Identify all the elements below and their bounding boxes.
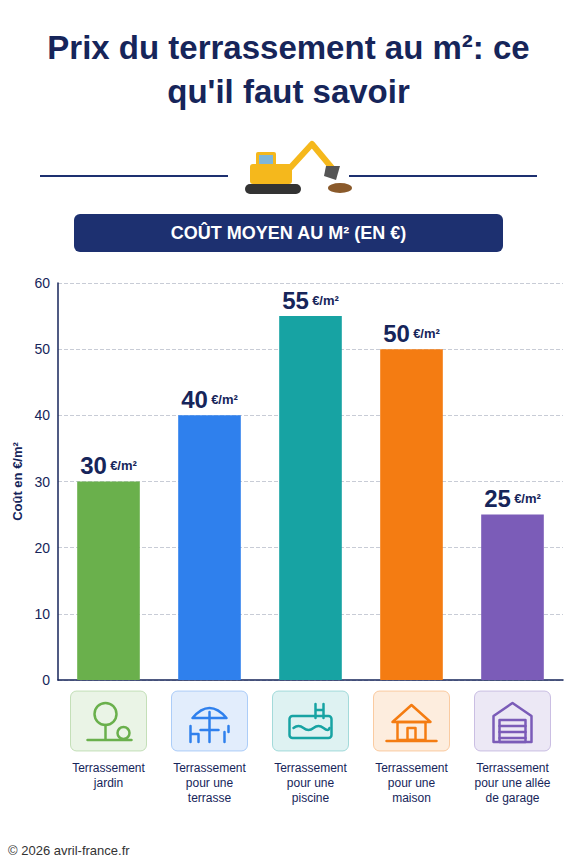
svg-text:€/m²: €/m² xyxy=(312,293,339,308)
svg-text:€/m²: €/m² xyxy=(110,458,137,473)
svg-text:€/m²: €/m² xyxy=(514,491,541,506)
svg-text:piscine: piscine xyxy=(292,791,330,805)
svg-text:40: 40 xyxy=(181,386,208,413)
svg-text:55: 55 xyxy=(282,287,309,314)
svg-text:Terrassement: Terrassement xyxy=(173,761,246,775)
svg-text:Coût en €/m²: Coût en €/m² xyxy=(10,441,25,520)
svg-text:maison: maison xyxy=(392,791,431,805)
svg-text:0: 0 xyxy=(42,672,50,688)
svg-text:20: 20 xyxy=(34,540,50,556)
svg-text:25: 25 xyxy=(484,485,511,512)
svg-text:Terrassement: Terrassement xyxy=(72,761,145,775)
svg-text:de garage: de garage xyxy=(485,791,539,805)
svg-text:Terrassement: Terrassement xyxy=(274,761,347,775)
svg-text:pour une: pour une xyxy=(287,776,335,790)
svg-text:60: 60 xyxy=(34,275,50,291)
svg-text:30: 30 xyxy=(80,452,107,479)
svg-text:40: 40 xyxy=(34,407,50,423)
svg-text:Terrassement: Terrassement xyxy=(476,761,549,775)
html-text:COÛT MOYEN AU M² (EN €): COÛT MOYEN AU M² (EN €) xyxy=(170,223,407,243)
html-text:© 2026 avril-france.fr: © 2026 avril-france.fr xyxy=(8,843,130,858)
svg-text:pour une allée: pour une allée xyxy=(474,776,550,790)
svg-text:pour une: pour une xyxy=(186,776,234,790)
svg-text:€/m²: €/m² xyxy=(211,392,238,407)
svg-text:jardin: jardin xyxy=(93,776,123,790)
svg-text:terrasse: terrasse xyxy=(188,791,232,805)
svg-text:30: 30 xyxy=(34,474,50,490)
svg-text:50: 50 xyxy=(383,320,410,347)
svg-text:Terrassement: Terrassement xyxy=(375,761,448,775)
svg-text:50: 50 xyxy=(34,341,50,357)
svg-text:pour une: pour une xyxy=(388,776,436,790)
svg-text:€/m²: €/m² xyxy=(413,326,440,341)
html-text:Prix du terrassement au m²: ce: Prix du terrassement au m²: ce qu'il fau… xyxy=(47,29,530,110)
svg-text:10: 10 xyxy=(34,606,50,622)
